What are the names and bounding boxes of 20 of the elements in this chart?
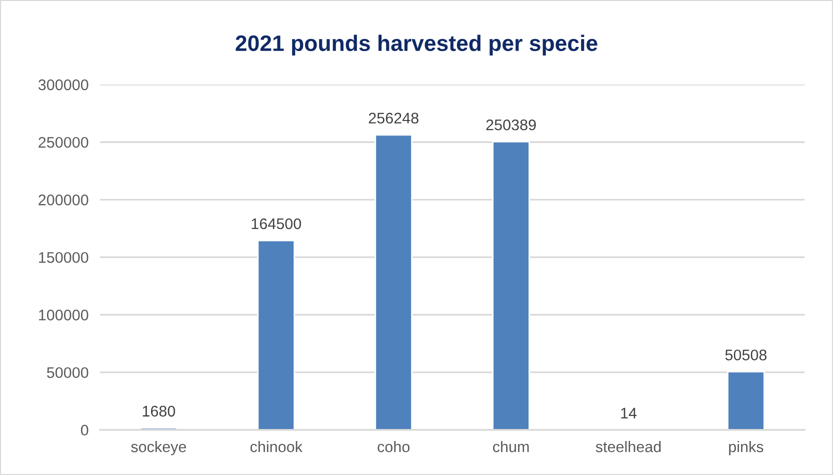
y-tick-label: 200000 bbox=[38, 194, 88, 206]
chart-title: 2021 pounds harvested per specie bbox=[236, 34, 598, 56]
data-label: 250389 bbox=[486, 119, 536, 130]
data-label: 14 bbox=[621, 408, 637, 418]
data-label: 1680 bbox=[142, 406, 176, 417]
x-tick-label: steelhead bbox=[596, 440, 661, 452]
x-tick-label: coho bbox=[378, 440, 410, 452]
y-tick-label: 100000 bbox=[39, 310, 88, 320]
data-label: 50508 bbox=[725, 350, 767, 360]
x-tick-label: chinook bbox=[250, 440, 302, 452]
y-tick-label: 150000 bbox=[39, 252, 88, 263]
x-tick-label: chum bbox=[493, 440, 529, 452]
data-label: 164500 bbox=[252, 218, 302, 230]
y-tick-label: 0 bbox=[80, 424, 88, 436]
data-label: 256248 bbox=[368, 112, 418, 124]
y-tick-label: 50000 bbox=[46, 367, 88, 378]
x-tick-label: pinks bbox=[729, 440, 764, 456]
y-tick-label: 250000 bbox=[38, 136, 88, 148]
y-tick-label: 300000 bbox=[38, 79, 88, 90]
x-tick-label: sockeye bbox=[131, 440, 186, 456]
